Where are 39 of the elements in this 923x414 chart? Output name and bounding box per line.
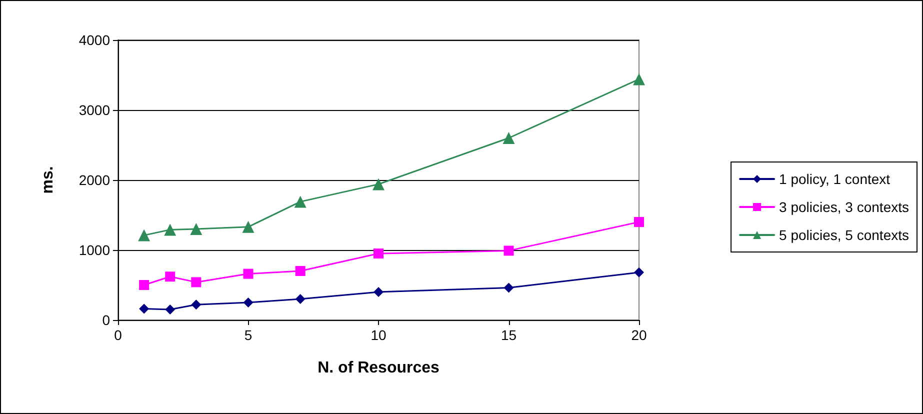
x-tick-label: 10 <box>370 327 386 343</box>
point <box>294 196 306 208</box>
point <box>242 220 254 233</box>
legend-label: 5 policies, 5 contexts <box>779 227 910 243</box>
y-tick-label: 4000 <box>78 32 110 48</box>
point <box>139 280 150 290</box>
point <box>139 304 150 314</box>
x-tick-label: 0 <box>114 327 122 343</box>
point <box>191 277 202 288</box>
x-axis-title: N. of Resources <box>318 360 440 376</box>
point <box>138 229 150 242</box>
point <box>165 272 176 282</box>
point <box>191 300 202 310</box>
legend-label: 1 policy, 1 context <box>779 171 890 187</box>
point <box>504 282 514 293</box>
x-tick-label: 5 <box>244 327 252 343</box>
point <box>374 287 384 297</box>
point <box>165 304 176 314</box>
point <box>295 266 306 276</box>
point <box>634 217 644 227</box>
point <box>633 73 645 86</box>
point <box>243 298 254 308</box>
point <box>502 132 515 144</box>
y-tick-label: 3000 <box>78 102 110 118</box>
point <box>374 248 384 258</box>
y-tick-label: 0 <box>102 312 110 328</box>
y-axis-title: ms. <box>40 166 56 194</box>
point <box>634 267 644 278</box>
x-tick-label: 20 <box>631 327 647 343</box>
y-tick-label: 2000 <box>78 172 110 188</box>
y-tick-label: 1000 <box>78 242 110 258</box>
point <box>372 178 384 190</box>
point <box>190 223 202 235</box>
x-tick-label: 15 <box>500 327 517 343</box>
legend-label: 3 policies, 3 contexts <box>779 199 910 215</box>
point <box>504 246 514 256</box>
point <box>295 294 306 304</box>
point <box>164 224 176 236</box>
point <box>243 268 254 279</box>
